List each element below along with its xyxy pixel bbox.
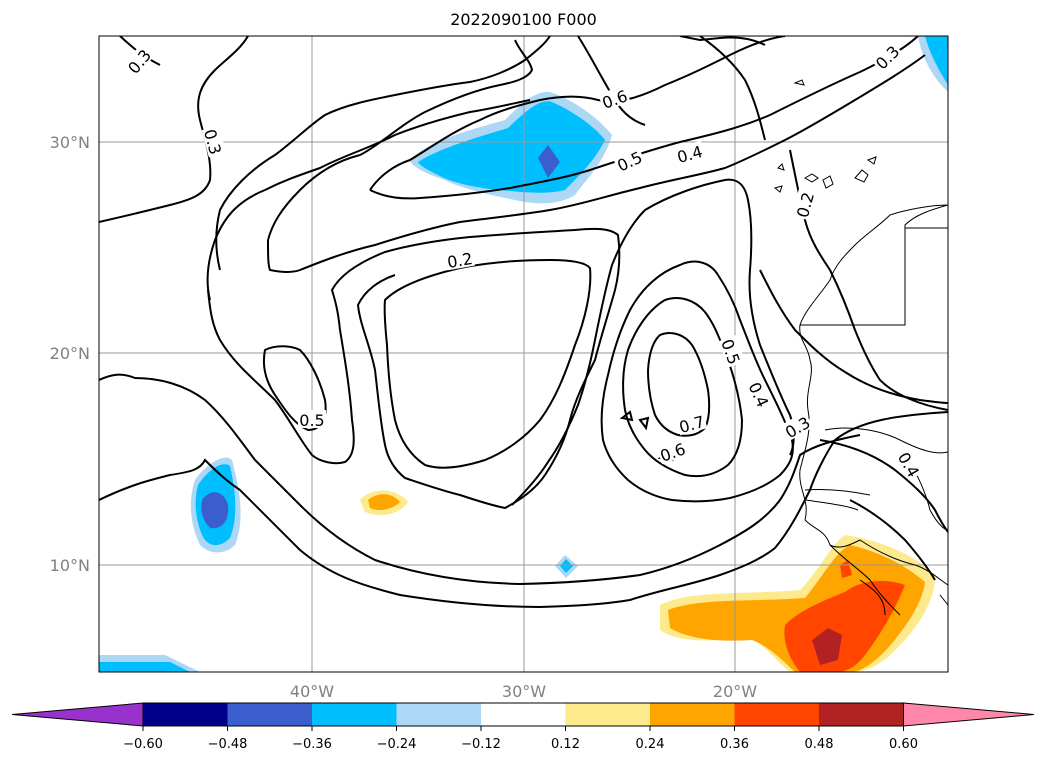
colorbar-tick-label: 0.24	[636, 737, 665, 752]
colorbar-tick-label: −0.12	[461, 737, 501, 752]
contour-label: 0.2	[446, 249, 474, 272]
lon-label-30w: 30°W	[502, 682, 546, 701]
shaded-anomalies	[99, 36, 948, 672]
contour-line	[644, 178, 795, 456]
colorbar-swatch	[650, 703, 735, 726]
contours	[99, 36, 948, 609]
colorbar-swatch	[312, 703, 397, 726]
negative-anomaly-max	[538, 145, 560, 178]
positive-anomaly-max	[812, 628, 842, 665]
lon-label-20w: 20°W	[713, 682, 757, 701]
contour-line	[369, 36, 786, 191]
negative-anomaly-core	[99, 662, 190, 672]
colorbar-tick-label: −0.60	[123, 737, 163, 752]
positive-anomaly-strong	[784, 580, 905, 672]
contour-line	[819, 439, 948, 533]
lat-label-10n: 10°N	[50, 556, 90, 575]
contour-line	[207, 227, 621, 510]
contour-line	[679, 36, 766, 46]
colorbar-swatch	[819, 703, 904, 726]
contour-line	[759, 269, 948, 404]
colorbar-tick-label: 0.36	[720, 737, 749, 752]
negative-anomaly-core	[560, 559, 573, 573]
lon-label-40w: 40°W	[290, 682, 334, 701]
contour-line	[99, 411, 948, 609]
colorbar-swatch	[481, 703, 566, 726]
colorbar-swatch	[396, 703, 482, 726]
lat-label-20n: 20°N	[50, 344, 90, 363]
colorbar-swatch	[565, 703, 651, 726]
contour-line	[600, 260, 794, 503]
contour-line	[267, 54, 926, 273]
contour-line	[849, 499, 936, 581]
contour-line	[622, 297, 744, 478]
contour-line	[215, 36, 551, 271]
contour-label: 0.5	[299, 411, 324, 430]
colorbar-outline	[142, 702, 904, 727]
contour-line	[206, 99, 531, 301]
contour-line	[383, 258, 592, 469]
contour-line	[267, 39, 534, 241]
contour-line	[699, 36, 766, 141]
map-frame	[98, 35, 949, 673]
positive-anomaly-core	[368, 494, 400, 510]
contour-line	[619, 410, 634, 422]
colorbar: −0.60 −0.48 −0.36 −0.24 −0.12 0.12 0.24 0.36 0.4…	[11, 702, 1035, 752]
contour-line	[646, 332, 711, 437]
negative-anomaly-max	[201, 492, 229, 529]
negative-anomaly-core	[418, 101, 605, 193]
map-panel: 0.3 0.3 0.3 0.2 0.6 0.5	[99, 36, 948, 672]
latitude-labels: 30°N 20°N 10°N	[50, 133, 90, 575]
colorbar-tick-label: 0.12	[551, 737, 580, 752]
colorbar-tick-label: 0.48	[805, 737, 834, 752]
map-title: 2022090100 F000	[450, 10, 597, 29]
longitude-labels: 40°W 30°W 20°W	[290, 682, 757, 701]
colorbar-tick-label: −0.24	[377, 737, 417, 752]
colorbar-swatch	[143, 703, 228, 726]
colorbar-tick-label: −0.36	[292, 737, 332, 752]
colorbar-extend-high	[903, 702, 1035, 727]
contour-line	[99, 373, 861, 586]
colorbar-tick-label: 0.60	[889, 737, 918, 752]
negative-anomaly-core	[925, 36, 948, 85]
contour-line	[638, 416, 650, 431]
lat-label-30n: 30°N	[50, 133, 90, 152]
colorbar-swatch	[734, 703, 820, 726]
colorbar-extend-low	[11, 702, 144, 727]
colorbar-tick-label: −0.48	[208, 737, 248, 752]
contour-line	[511, 209, 646, 506]
colorbar-swatch	[227, 703, 313, 726]
